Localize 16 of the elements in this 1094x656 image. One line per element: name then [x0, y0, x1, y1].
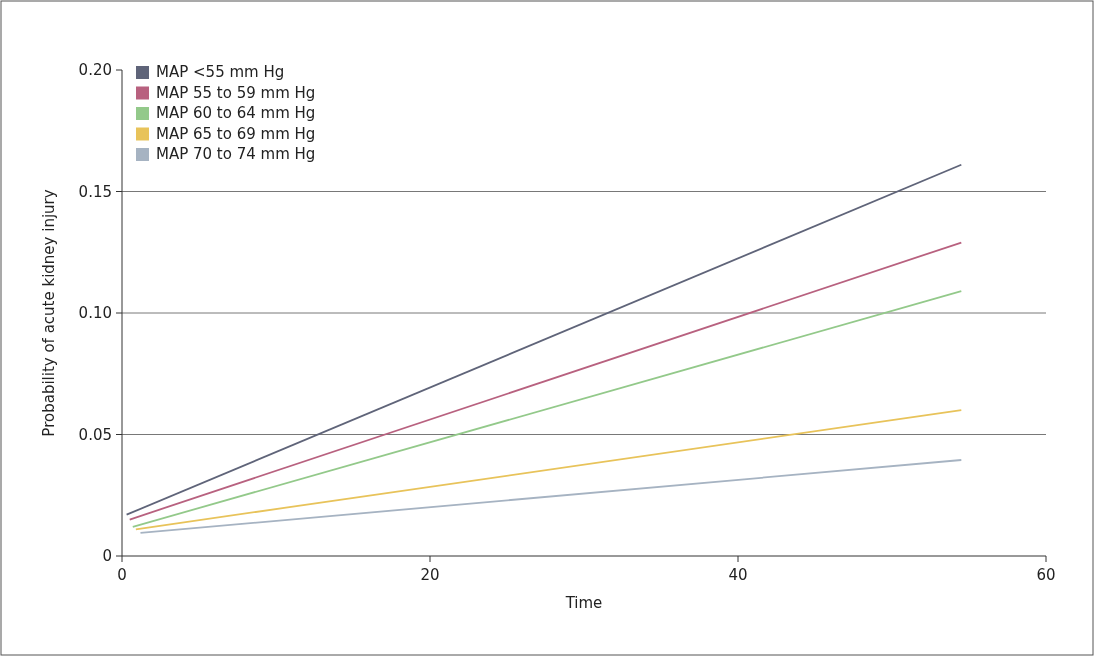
x-tick-label: 60 — [1036, 566, 1056, 584]
y-tick-label: 0.10 — [78, 304, 112, 323]
legend-label: MAP 70 to 74 mm Hg — [156, 145, 316, 164]
x-tick-label: 0 — [117, 566, 127, 584]
x-axis-title: Time — [564, 594, 603, 612]
legend-label: MAP 55 to 59 mm Hg — [156, 83, 316, 102]
y-tick-label: 0.20 — [78, 61, 112, 80]
x-tick-label: 40 — [728, 566, 748, 584]
legend-label: MAP <55 mm Hg — [156, 63, 285, 82]
legend-label: MAP 65 to 69 mm Hg — [156, 124, 316, 143]
y-tick-label: 0.15 — [78, 182, 112, 201]
y-tick-label: 0.05 — [78, 425, 112, 444]
x-tick-label: 20 — [420, 566, 440, 584]
legend-label: MAP 60 to 64 mm Hg — [156, 104, 316, 123]
y-axis-title: Probability of acute kidney injury — [40, 189, 58, 437]
y-tick-label: 0 — [102, 547, 112, 566]
